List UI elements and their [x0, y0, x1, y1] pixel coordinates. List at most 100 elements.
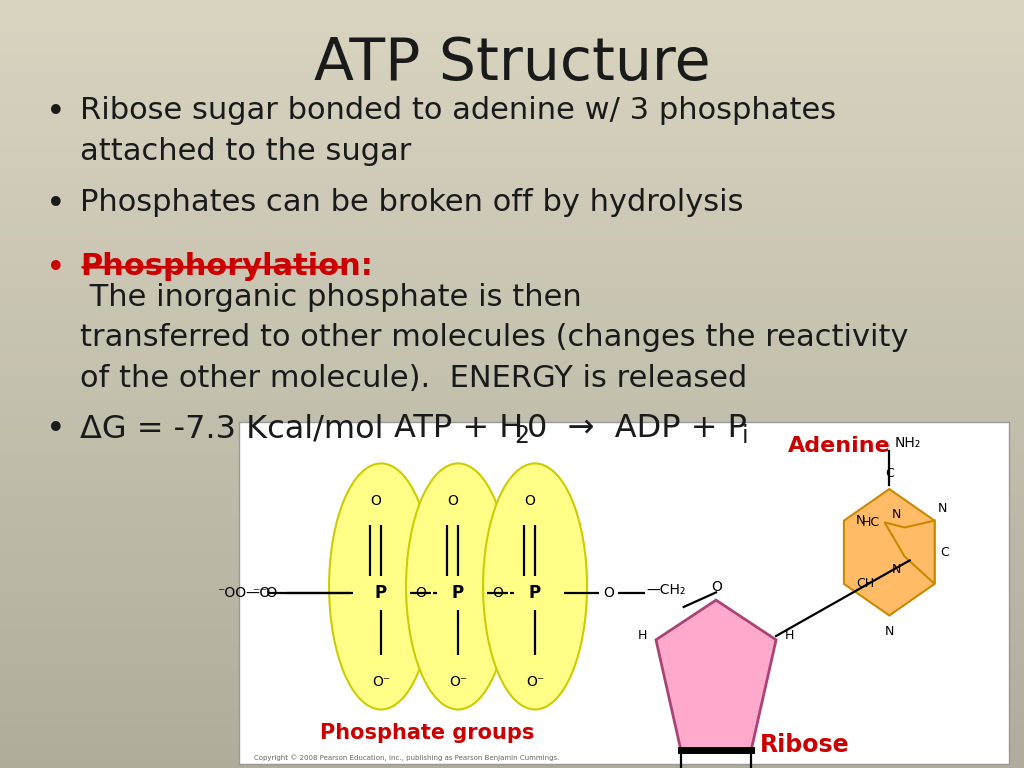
- Bar: [0, 453, 1024, 461]
- Bar: [0, 730, 1024, 737]
- FancyBboxPatch shape: [239, 422, 1009, 764]
- Bar: [0, 84, 1024, 92]
- Bar: [0, 154, 1024, 161]
- Text: P: P: [452, 584, 464, 602]
- Ellipse shape: [329, 463, 433, 710]
- Bar: [0, 0, 1024, 8]
- Bar: [0, 276, 1024, 284]
- Bar: [0, 599, 1024, 607]
- Bar: [0, 38, 1024, 46]
- Bar: [0, 23, 1024, 31]
- Bar: [0, 499, 1024, 507]
- Bar: [0, 530, 1024, 538]
- Bar: [0, 468, 1024, 476]
- Bar: [0, 561, 1024, 568]
- Bar: [0, 223, 1024, 230]
- Text: O: O: [371, 494, 381, 508]
- Text: Adenine: Adenine: [787, 436, 891, 456]
- Bar: [0, 737, 1024, 745]
- Bar: [0, 123, 1024, 131]
- Bar: [0, 507, 1024, 515]
- Bar: [0, 622, 1024, 630]
- Bar: [0, 15, 1024, 23]
- Text: Ribose sugar bonded to adenine w/ 3 phosphates
attached to the sugar: Ribose sugar bonded to adenine w/ 3 phos…: [80, 96, 836, 165]
- Text: O: O: [712, 580, 723, 594]
- Text: ATP Structure: ATP Structure: [313, 35, 711, 91]
- Bar: [0, 591, 1024, 599]
- Text: C: C: [940, 546, 948, 559]
- Text: 2: 2: [514, 424, 529, 448]
- Bar: [0, 346, 1024, 353]
- Bar: [0, 714, 1024, 722]
- Bar: [0, 415, 1024, 422]
- Bar: [0, 399, 1024, 407]
- Bar: [0, 200, 1024, 207]
- Bar: [0, 614, 1024, 622]
- Bar: [0, 315, 1024, 323]
- Bar: [0, 438, 1024, 445]
- Bar: [0, 676, 1024, 684]
- Bar: [0, 760, 1024, 768]
- Bar: [0, 330, 1024, 338]
- Text: •: •: [46, 188, 66, 221]
- Text: i: i: [741, 424, 748, 448]
- Bar: [0, 522, 1024, 530]
- Text: HC: HC: [861, 516, 880, 529]
- Bar: [0, 54, 1024, 61]
- Bar: [0, 69, 1024, 77]
- Bar: [0, 146, 1024, 154]
- Bar: [0, 722, 1024, 730]
- Ellipse shape: [483, 463, 587, 710]
- Bar: [0, 461, 1024, 468]
- Bar: [0, 31, 1024, 38]
- Text: C: C: [885, 467, 894, 480]
- Bar: [0, 422, 1024, 430]
- Bar: [0, 584, 1024, 591]
- Bar: [0, 553, 1024, 561]
- Text: ⁻O—: ⁻O—: [252, 586, 284, 601]
- Text: Copyright © 2008 Pearson Education, Inc., publishing as Pearson Benjamin Cumming: Copyright © 2008 Pearson Education, Inc.…: [254, 755, 559, 761]
- Bar: [0, 407, 1024, 415]
- Bar: [0, 184, 1024, 192]
- Bar: [0, 699, 1024, 707]
- Bar: [0, 131, 1024, 138]
- Bar: [0, 630, 1024, 637]
- Bar: [0, 8, 1024, 15]
- Bar: [0, 338, 1024, 346]
- Bar: [0, 253, 1024, 261]
- Bar: [0, 645, 1024, 653]
- Bar: [0, 261, 1024, 269]
- Text: H: H: [784, 630, 794, 643]
- Bar: [0, 392, 1024, 399]
- Text: —CH₂: —CH₂: [647, 583, 686, 597]
- Bar: [0, 576, 1024, 584]
- Bar: [0, 691, 1024, 699]
- Text: •: •: [46, 252, 66, 285]
- Text: N: N: [856, 514, 865, 527]
- Bar: [0, 307, 1024, 315]
- Bar: [0, 292, 1024, 300]
- Bar: [0, 353, 1024, 361]
- Text: O: O: [447, 494, 458, 508]
- Bar: [0, 215, 1024, 223]
- Text: ⁻O: ⁻O: [259, 586, 276, 601]
- Bar: [0, 515, 1024, 522]
- Polygon shape: [844, 489, 935, 615]
- Text: H: H: [638, 630, 647, 643]
- Text: ⁻OO—: ⁻OO—: [217, 586, 260, 601]
- Bar: [0, 238, 1024, 246]
- Text: NH₂: NH₂: [894, 436, 921, 450]
- Bar: [0, 745, 1024, 753]
- Bar: [0, 138, 1024, 146]
- Bar: [0, 284, 1024, 292]
- Text: O⁻: O⁻: [449, 675, 467, 689]
- Text: •: •: [46, 413, 66, 446]
- Text: O: O: [603, 586, 613, 601]
- Text: Ribose: Ribose: [760, 733, 849, 757]
- Text: N: N: [892, 508, 901, 521]
- Bar: [0, 61, 1024, 69]
- Text: O: O: [524, 494, 536, 508]
- Bar: [0, 484, 1024, 492]
- Bar: [0, 684, 1024, 691]
- Text: ATP + H: ATP + H: [394, 413, 523, 444]
